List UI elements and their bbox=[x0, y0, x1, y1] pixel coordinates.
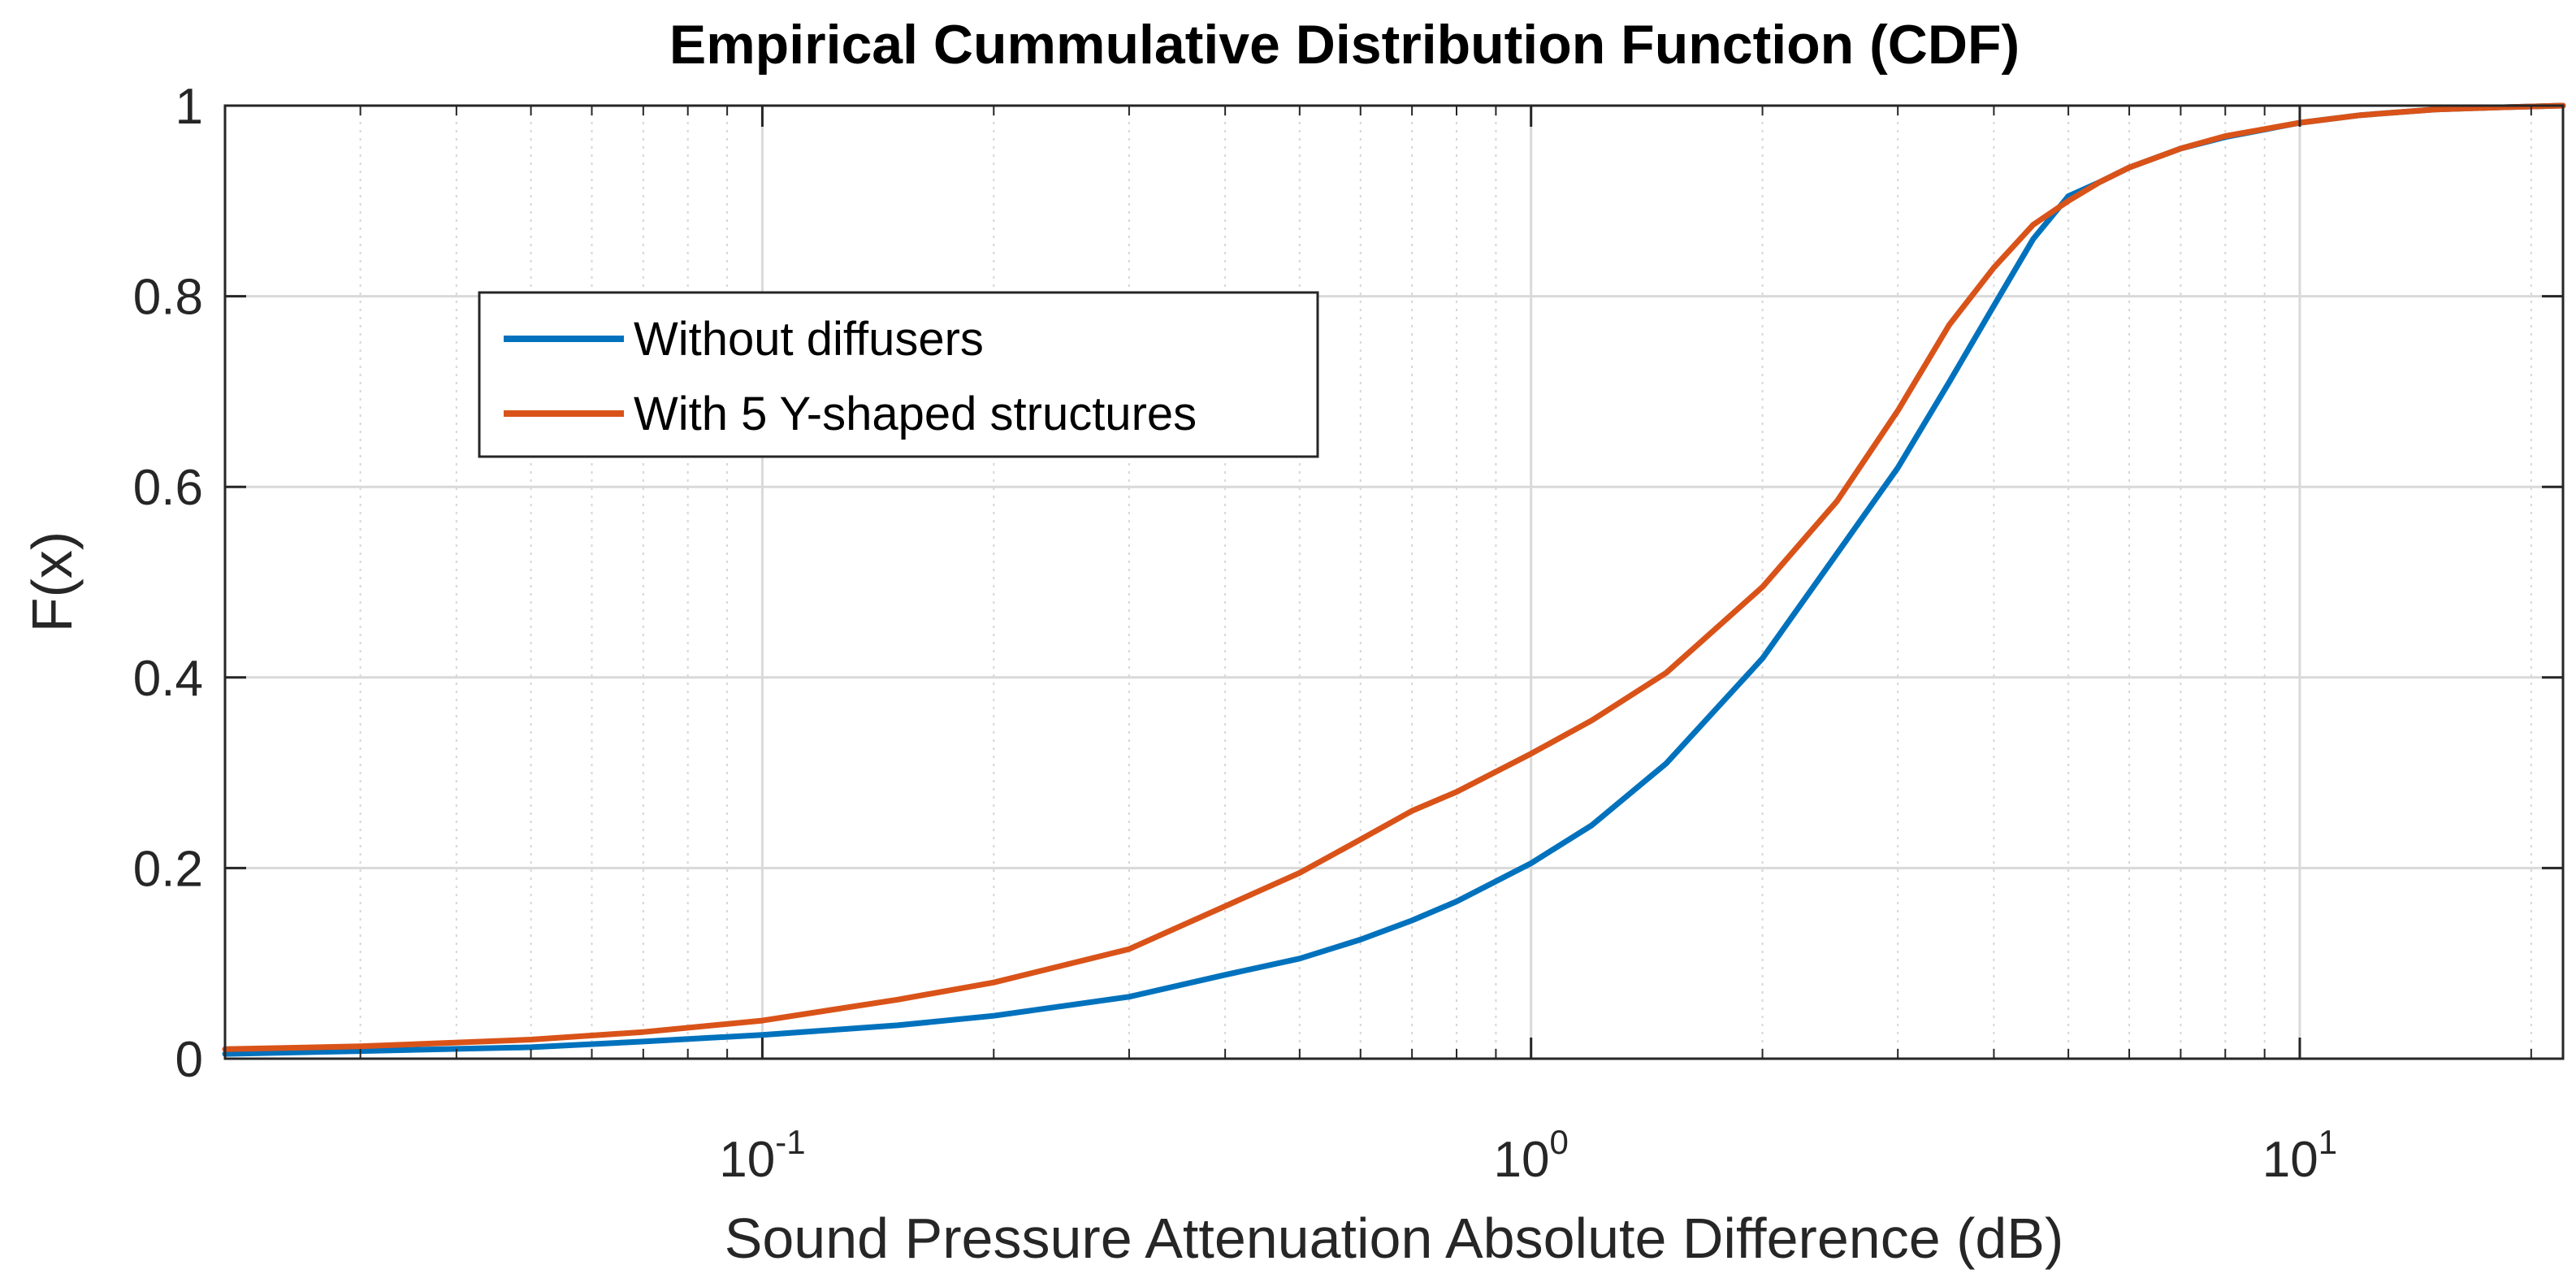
legend: Without diffusers With 5 Y-shaped structu… bbox=[478, 291, 1319, 458]
y-tick-label: 0.4 bbox=[133, 651, 203, 707]
plot-frame bbox=[223, 104, 2565, 1060]
legend-label: Without diffusers bbox=[634, 313, 984, 366]
y-tick-label: 0.2 bbox=[133, 841, 203, 897]
y-tick-label: 1 bbox=[175, 79, 203, 135]
x-axis-label: Sound Pressure Attenuation Absolute Diff… bbox=[725, 1207, 2064, 1270]
axis-ticks bbox=[225, 104, 2563, 1060]
x-tick-label: 10-1 bbox=[719, 1123, 805, 1188]
y-tick-labels: 0 0.2 0.4 0.6 0.8 1 bbox=[133, 79, 203, 1088]
y-axis-label: F(x) bbox=[20, 531, 84, 632]
y-tick-label: 0.6 bbox=[133, 460, 203, 516]
series-layer bbox=[222, 102, 2566, 1057]
legend-box bbox=[478, 291, 1319, 458]
x-tick-label: 100 bbox=[1494, 1123, 1569, 1188]
x-tick-label: 101 bbox=[2262, 1123, 2337, 1188]
y-tick-label: 0 bbox=[175, 1032, 203, 1088]
legend-label: With 5 Y-shaped structures bbox=[634, 388, 1197, 440]
x-tick-labels: 10-1 100 101 bbox=[719, 1123, 2337, 1188]
y-tick-label: 0.8 bbox=[133, 270, 203, 326]
series-line-with-y-shaped-structures bbox=[222, 102, 2566, 1052]
chart-title: Empirical Cummulative Distribution Funct… bbox=[669, 14, 2020, 76]
plot-background bbox=[225, 106, 2563, 1059]
